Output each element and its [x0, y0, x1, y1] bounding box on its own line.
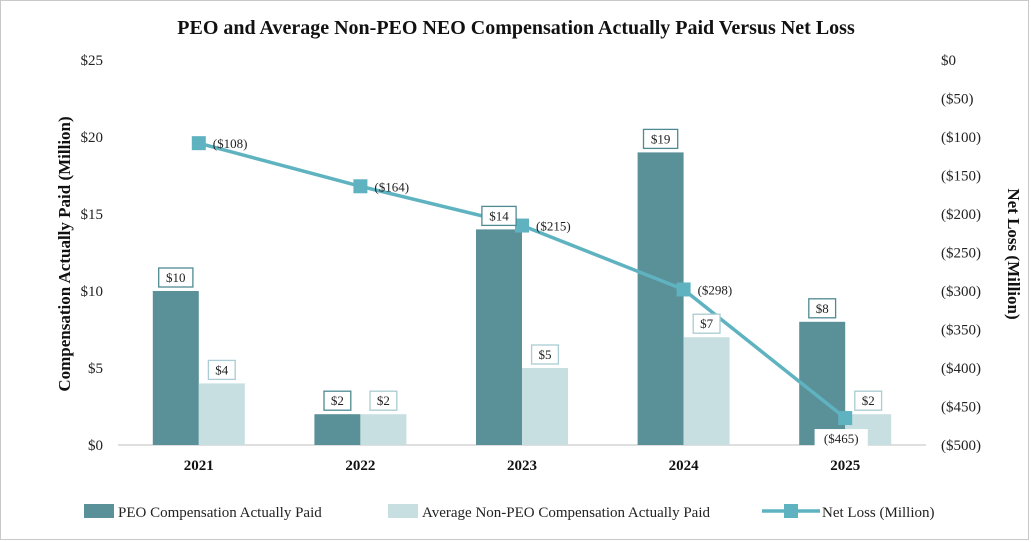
data-label-non-peo: $2: [369, 390, 398, 411]
data-label-non-peo-box: [369, 390, 398, 411]
data-label-non-peo: $2: [854, 390, 883, 411]
net-loss-marker: [515, 218, 529, 233]
legend-label: PEO Compensation Actually Paid: [118, 505, 322, 521]
bar-non-peo: [360, 414, 407, 445]
y-right-tick-label: ($500): [941, 438, 981, 454]
data-label-non-peo-box: [854, 390, 883, 411]
y-right-tick-label: ($450): [941, 400, 981, 416]
bar-non-peo: [522, 368, 568, 445]
data-label-peo-text: $8: [816, 301, 829, 316]
data-label-non-peo-text: $5: [539, 347, 552, 362]
legend-label: Net Loss (Million): [822, 505, 935, 521]
y-right-tick-label: ($200): [941, 207, 981, 223]
data-label-peo-text: $14: [489, 208, 509, 223]
data-label-peo: $10: [158, 267, 194, 288]
data-label-peo-text: $19: [651, 131, 671, 146]
data-label-non-peo: $7: [692, 313, 721, 334]
data-label-non-peo: $5: [530, 344, 560, 365]
y-left-tick-label: $15: [81, 207, 104, 223]
y-right-tick-label: ($300): [941, 284, 981, 300]
data-label-peo: $2: [323, 390, 352, 411]
legend-swatch: [84, 504, 114, 518]
bar-peo: [314, 414, 361, 445]
data-label-peo-text: $10: [166, 270, 186, 285]
chart-title: PEO and Average Non-PEO NEO Compensation…: [177, 17, 855, 39]
legend-item: Net Loss (Million): [762, 504, 935, 521]
net-loss-marker: [838, 411, 853, 426]
net-loss-data-label: ($164): [374, 179, 409, 194]
data-label-peo-box: [481, 205, 517, 227]
y-left-tick-label: $5: [88, 361, 103, 377]
legend-label: Average Non-PEO Compensation Actually Pa…: [422, 505, 711, 521]
data-label-non-peo-box: [207, 359, 236, 381]
legend-item: Average Non-PEO Compensation Actually Pa…: [388, 504, 711, 521]
x-tick-label: 2024: [669, 458, 700, 474]
y-right-tick-label: ($50): [941, 92, 974, 108]
data-label-peo-box: [642, 128, 679, 150]
y-right-tick-label: ($250): [941, 246, 981, 262]
data-label-non-peo-box: [530, 344, 560, 365]
data-label-non-peo-text: $2: [377, 393, 390, 408]
y-axis-left-title: Compensation Actually Paid (Million): [55, 116, 74, 391]
y-left-tick-label: $0: [88, 438, 103, 454]
y-left-tick-label: $10: [81, 284, 104, 300]
data-label-non-peo-text: $7: [700, 316, 714, 331]
legend-swatch: [388, 504, 418, 518]
bar-peo: [637, 152, 684, 445]
data-label-peo: $19: [642, 128, 679, 150]
data-label-peo-box: [323, 390, 352, 411]
bar-non-peo: [198, 383, 245, 445]
x-tick-label: 2023: [507, 458, 537, 474]
data-label-peo-box: [808, 298, 837, 319]
bar-peo: [152, 291, 199, 445]
data-label-non-peo-text: $4: [215, 362, 229, 377]
net-loss-marker: [353, 179, 368, 194]
data-label-peo: $8: [808, 298, 837, 319]
y-right-tick-label: ($100): [941, 130, 981, 146]
y-right-tick-label: $0: [941, 53, 956, 69]
bar-non-peo: [683, 337, 730, 445]
y-left-tick-label: $20: [81, 130, 104, 146]
legend-marker: [784, 504, 798, 518]
data-label-peo-text: $2: [331, 393, 344, 408]
x-tick-label: 2021: [184, 458, 214, 474]
x-tick-label: 2022: [345, 458, 375, 474]
net-loss-data-label: ($215): [536, 219, 571, 234]
bar-peo: [799, 321, 846, 445]
y-axis-right-title: Net Loss (Million): [1004, 188, 1023, 319]
net-loss-data-label: ($108): [213, 136, 248, 151]
legend-item: PEO Compensation Actually Paid: [84, 504, 322, 521]
y-left-tick-label: $25: [81, 53, 104, 69]
data-label-peo: $14: [481, 205, 517, 227]
data-label-non-peo: $4: [207, 359, 236, 381]
bar-peo: [476, 229, 522, 445]
net-loss-marker: [191, 136, 206, 151]
net-loss-label-bg: [814, 429, 868, 449]
net-loss-data-label: ($298): [698, 282, 733, 297]
data-label-non-peo-text: $2: [862, 393, 875, 408]
y-right-tick-label: ($400): [941, 361, 981, 377]
x-tick-label: 2025: [830, 458, 860, 474]
net-loss-marker: [676, 282, 691, 297]
data-label-peo-box: [158, 267, 194, 288]
y-right-tick-label: ($350): [941, 323, 981, 339]
net-loss-data-label: ($465): [824, 431, 859, 446]
data-label-non-peo-box: [692, 313, 721, 334]
y-right-tick-label: ($150): [941, 169, 981, 185]
